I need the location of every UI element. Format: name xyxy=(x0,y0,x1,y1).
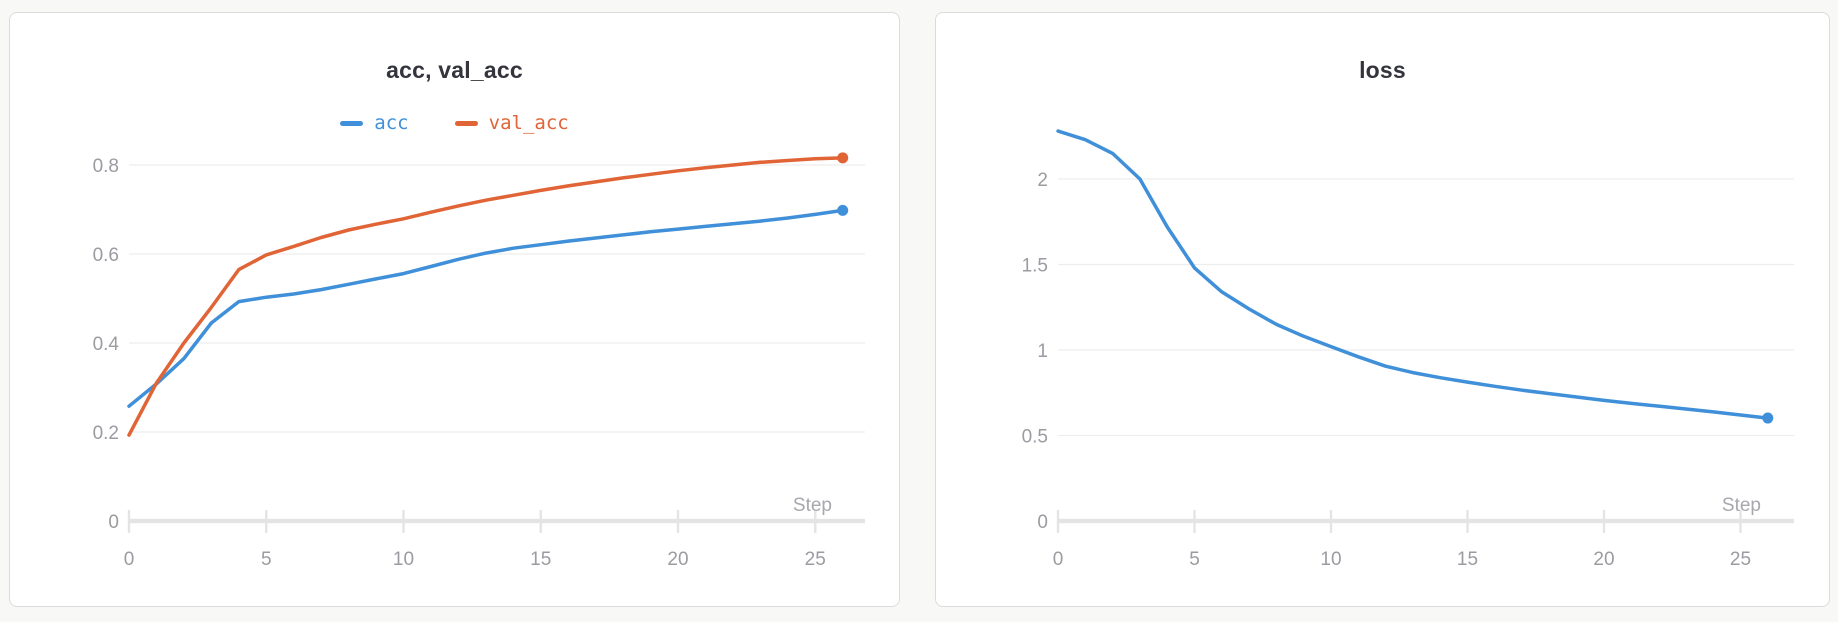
x-axis-line xyxy=(1057,518,1794,524)
y-tick-label: 0 xyxy=(1037,512,1048,533)
x-tick-label: 5 xyxy=(1189,549,1200,570)
y-tick-label: 1.5 xyxy=(1022,256,1048,277)
x-tick-label: 25 xyxy=(1730,549,1751,570)
chart-legend-acc: acc val_acc xyxy=(10,114,899,133)
x-tick-label: 15 xyxy=(530,549,551,570)
x-tick-label: 25 xyxy=(805,549,826,570)
x-tick-label: 15 xyxy=(1457,549,1478,570)
x-tick xyxy=(1466,510,1469,533)
legend-dash-val-acc-icon xyxy=(454,121,478,126)
x-tick xyxy=(1602,510,1606,533)
chart-title-acc: acc, val_acc xyxy=(386,57,523,83)
x-tick-label: 0 xyxy=(1053,549,1064,570)
legend-dash-acc-icon xyxy=(340,121,364,126)
y-tick-label: 0.8 xyxy=(93,156,119,177)
y-tick-label: 0.5 xyxy=(1022,427,1048,448)
y-tick-label: 1 xyxy=(1037,341,1048,362)
x-tick-label: 5 xyxy=(261,549,272,570)
x-tick xyxy=(1739,510,1742,533)
chart-panel-loss: loss 0 5 10 15 20 25 0 0.5 1 1.5 2 Step xyxy=(935,12,1830,607)
x-tick xyxy=(539,510,542,533)
acc-line[interactable] xyxy=(127,208,845,408)
x-tick xyxy=(676,510,680,533)
y-tick-label: 0.2 xyxy=(93,423,119,444)
chart-panel-acc: acc, val_acc acc val_acc 0 5 10 15 20 25 0 0.2 0… xyxy=(9,12,900,607)
y-tick-label: 2 xyxy=(1037,170,1048,191)
val_acc-line[interactable] xyxy=(127,156,845,437)
y-tick-label: 0 xyxy=(108,512,119,533)
x-tick-label: 10 xyxy=(393,549,414,570)
plot-area-loss[interactable]: 0 5 10 15 20 25 0 0.5 1 1.5 2 Step xyxy=(936,13,1828,605)
chart-title-loss: loss xyxy=(1359,57,1406,83)
x-tick xyxy=(402,510,405,533)
x-tick xyxy=(1193,510,1196,533)
legend-item-val-acc[interactable]: val_acc xyxy=(454,112,569,134)
legend-item-acc[interactable]: acc xyxy=(340,112,409,134)
legend-label-acc: acc xyxy=(374,112,409,134)
val_acc-endpoint-marker[interactable] xyxy=(837,152,849,164)
plot-area-acc[interactable]: 0 5 10 15 20 25 0 0.2 0.4 0.6 0.8 Step xyxy=(10,13,898,605)
x-tick-label: 20 xyxy=(667,549,688,570)
legend-label-val-acc: val_acc xyxy=(488,112,569,134)
x-tick xyxy=(265,510,268,533)
x-tick-label: 10 xyxy=(1320,549,1341,570)
x-tick-label: 20 xyxy=(1593,549,1614,570)
x-axis-line xyxy=(128,518,865,524)
y-tick-label: 0.6 xyxy=(93,245,119,266)
loss-line[interactable] xyxy=(1056,129,1770,420)
x-tick xyxy=(814,510,817,533)
x-tick xyxy=(1056,510,1060,533)
acc-endpoint-marker[interactable] xyxy=(837,204,849,216)
x-tick-label: 0 xyxy=(124,549,135,570)
x-tick xyxy=(127,510,131,533)
step-axis-label: Step xyxy=(793,495,832,516)
loss-endpoint-marker[interactable] xyxy=(1762,412,1774,424)
y-tick-label: 0.4 xyxy=(93,334,120,355)
step-axis-label: Step xyxy=(1722,495,1761,516)
x-tick xyxy=(1329,510,1333,533)
